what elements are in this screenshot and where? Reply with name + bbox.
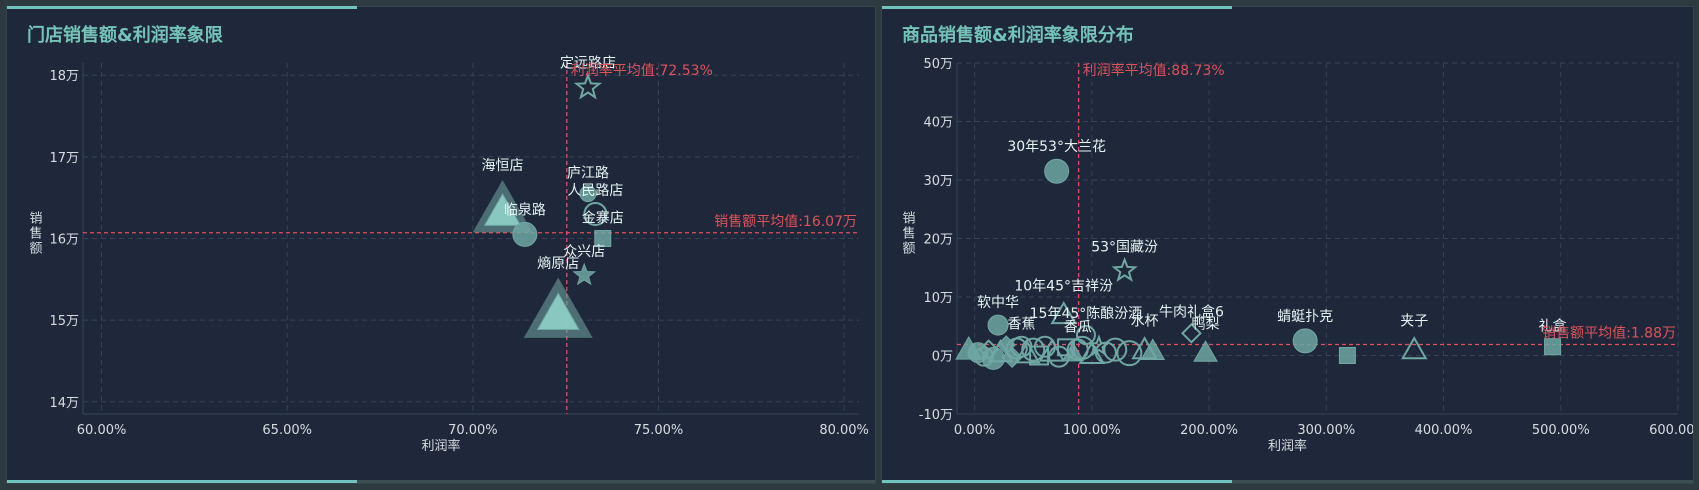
data-point: [583, 202, 608, 227]
data-point: [1544, 338, 1562, 356]
point-label: 临泉路: [504, 201, 546, 218]
y-tick-label: 20万: [923, 233, 953, 248]
data-point: [1292, 328, 1318, 354]
point-label: 蜻蜓扑克: [1277, 309, 1333, 325]
data-point: [1103, 337, 1128, 362]
data-point: [981, 346, 1005, 370]
avg-x-label: 利润率平均值:72.53%: [571, 62, 713, 79]
point-label: 15年45°陈酿汾酒: [1030, 305, 1143, 322]
data-point: [572, 262, 597, 286]
point-label: 53°国藏汾: [1091, 240, 1158, 256]
panel-accent-top: [882, 6, 1232, 9]
x-tick-label: 70.00%: [448, 423, 498, 438]
point-label: 水杯: [1131, 314, 1159, 330]
point-label: 鸭梨: [1192, 317, 1220, 333]
avg-y-label: 销售额平均值:16.07万: [714, 214, 857, 230]
data-point: [1400, 336, 1428, 360]
y-tick-label: 14万: [49, 396, 79, 411]
data-point: [512, 221, 538, 247]
data-point: [1021, 337, 1046, 362]
x-axis-title: 利润率: [1268, 438, 1307, 454]
point-label: 夹子: [1400, 314, 1428, 330]
data-point: [987, 314, 1009, 336]
point-label: 软中华: [977, 295, 1019, 311]
point-label: 众兴店: [563, 244, 605, 260]
data-point: [1044, 158, 1070, 184]
point-label: 香蕉: [1007, 317, 1035, 333]
y-tick-label: 10万: [923, 291, 953, 306]
avg-y-label: 销售额平均值:1.88万: [1542, 326, 1676, 342]
point-label: 金寨店: [582, 210, 624, 227]
y-tick-label: 50万: [923, 57, 953, 72]
point-label: 10年45°吉祥汾: [1014, 279, 1113, 295]
chart-panel-store: 门店销售额&利润率象限 14万 15万 16万 17万 18万 60.00% 65.00% 7…: [6, 6, 876, 484]
data-point: [1078, 340, 1106, 364]
data-point: [483, 192, 522, 226]
data-point: [1181, 322, 1202, 344]
point-label: 海恒店: [482, 158, 524, 174]
panel-accent-top: [7, 6, 357, 9]
y-tick-label: 15万: [49, 314, 79, 329]
point-label: 人民路店: [567, 183, 623, 199]
point-label: 香瓜: [1064, 320, 1092, 336]
y-tick-label: 40万: [923, 116, 953, 131]
y-tick-label: 16万: [49, 233, 79, 248]
point-label: 牛肉礼盒6: [1159, 303, 1224, 320]
panel-accent-bottom: [7, 480, 875, 483]
x-tick-label: 500.00%: [1532, 423, 1590, 438]
data-point: [594, 230, 612, 247]
point-label: 熵原店: [537, 256, 579, 272]
y-axis-title: 销售额: [29, 212, 42, 257]
x-tick-label: 0.00%: [954, 423, 995, 438]
y-axis-title: 销售额: [902, 212, 915, 257]
store-scatter-chart: 14万 15万 16万 17万 18万 60.00% 65.00% 70.00% 75.00% 8…: [29, 55, 869, 454]
data-point: [579, 185, 597, 203]
x-tick-label: 100.00%: [1063, 423, 1121, 438]
data-point: [1111, 256, 1138, 282]
data-point: [1140, 338, 1166, 360]
y-tick-label: 30万: [923, 174, 953, 189]
point-label: 定远路店: [560, 55, 616, 71]
x-tick-label: 400.00%: [1415, 423, 1473, 438]
x-axis-title: 利润率: [421, 438, 460, 454]
point-label: 30年53°大兰花: [1007, 139, 1106, 155]
panel-accent-bottom: [882, 480, 1693, 483]
chart-title: 商品销售额&利润率象限分布: [902, 25, 1134, 46]
data-point: [1050, 301, 1077, 325]
data-point: [536, 292, 580, 330]
chart-title: 门店销售额&利润率象限: [27, 25, 223, 46]
data-point: [573, 72, 603, 100]
data-point: [1338, 347, 1356, 364]
point-label: 庐江路: [567, 166, 609, 182]
x-tick-label: 80.00%: [819, 423, 869, 438]
y-tick-label: 17万: [49, 151, 79, 166]
product-scatter-chart: -10万 0万 10万 20万 30万 40万 50万 0.00% 100.00% 200.00%…: [902, 57, 1693, 454]
x-tick-label: 60.00%: [77, 423, 127, 438]
y-tick-label: 0万: [932, 350, 953, 365]
x-tick-label: 65.00%: [262, 423, 312, 438]
x-tick-label: 300.00%: [1297, 423, 1355, 438]
data-point: [1116, 340, 1143, 367]
point-label: 礼盒: [1539, 318, 1567, 335]
data-point: [1005, 337, 1028, 360]
x-tick-label: 200.00%: [1180, 423, 1238, 438]
y-tick-label: 18万: [49, 69, 79, 84]
x-tick-label: 75.00%: [634, 423, 684, 438]
chart-panel-product: 商品销售额&利润率象限分布 -10万 0万 10万 20万 30万 40万 50万 0.00%…: [881, 6, 1694, 484]
data-point: [1193, 340, 1218, 362]
y-tick-label: -10万: [919, 408, 953, 423]
x-tick-label: 600.00%: [1649, 423, 1693, 438]
avg-x-label: 利润率平均值:88.73%: [1083, 62, 1225, 79]
